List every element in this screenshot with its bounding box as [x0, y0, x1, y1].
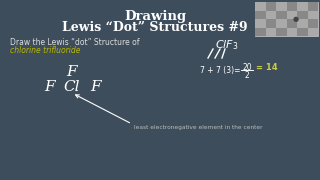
- Bar: [286, 28, 297, 36]
- Text: ●: ●: [293, 16, 299, 22]
- Bar: [276, 28, 286, 36]
- Text: 20: 20: [242, 63, 252, 72]
- Bar: [255, 10, 266, 19]
- Bar: [276, 10, 286, 19]
- Bar: [255, 2, 266, 10]
- Bar: [255, 19, 266, 28]
- Text: F: F: [91, 80, 101, 94]
- Bar: [266, 10, 276, 19]
- Bar: [297, 19, 308, 28]
- Bar: [276, 2, 286, 10]
- Bar: [286, 2, 297, 10]
- Bar: [286, 19, 297, 28]
- Bar: [308, 10, 318, 19]
- Bar: [308, 28, 318, 36]
- Text: least electronegative element in the center: least electronegative element in the cen…: [134, 125, 262, 130]
- Text: 7 + 7 (3)=: 7 + 7 (3)=: [200, 66, 241, 75]
- Bar: [255, 2, 318, 36]
- Text: = 14: = 14: [256, 63, 278, 72]
- Text: F: F: [67, 65, 77, 79]
- Bar: [266, 2, 276, 10]
- Bar: [286, 10, 297, 19]
- Text: F: F: [45, 80, 55, 94]
- Text: chlorine trifluoride: chlorine trifluoride: [10, 46, 81, 55]
- Bar: [266, 19, 276, 28]
- Bar: [266, 28, 276, 36]
- Bar: [297, 10, 308, 19]
- Text: Cl: Cl: [64, 80, 80, 94]
- Text: Drawing: Drawing: [124, 10, 186, 23]
- Bar: [255, 28, 266, 36]
- Text: 2: 2: [244, 71, 249, 80]
- Bar: [308, 2, 318, 10]
- Text: Draw the Lewis “dot” Structure of: Draw the Lewis “dot” Structure of: [10, 38, 140, 47]
- Bar: [276, 19, 286, 28]
- Bar: [308, 19, 318, 28]
- Text: $ClF_3$: $ClF_3$: [215, 38, 238, 52]
- Bar: [297, 2, 308, 10]
- Bar: [297, 28, 308, 36]
- Text: Lewis “Dot” Structures #9: Lewis “Dot” Structures #9: [62, 21, 248, 34]
